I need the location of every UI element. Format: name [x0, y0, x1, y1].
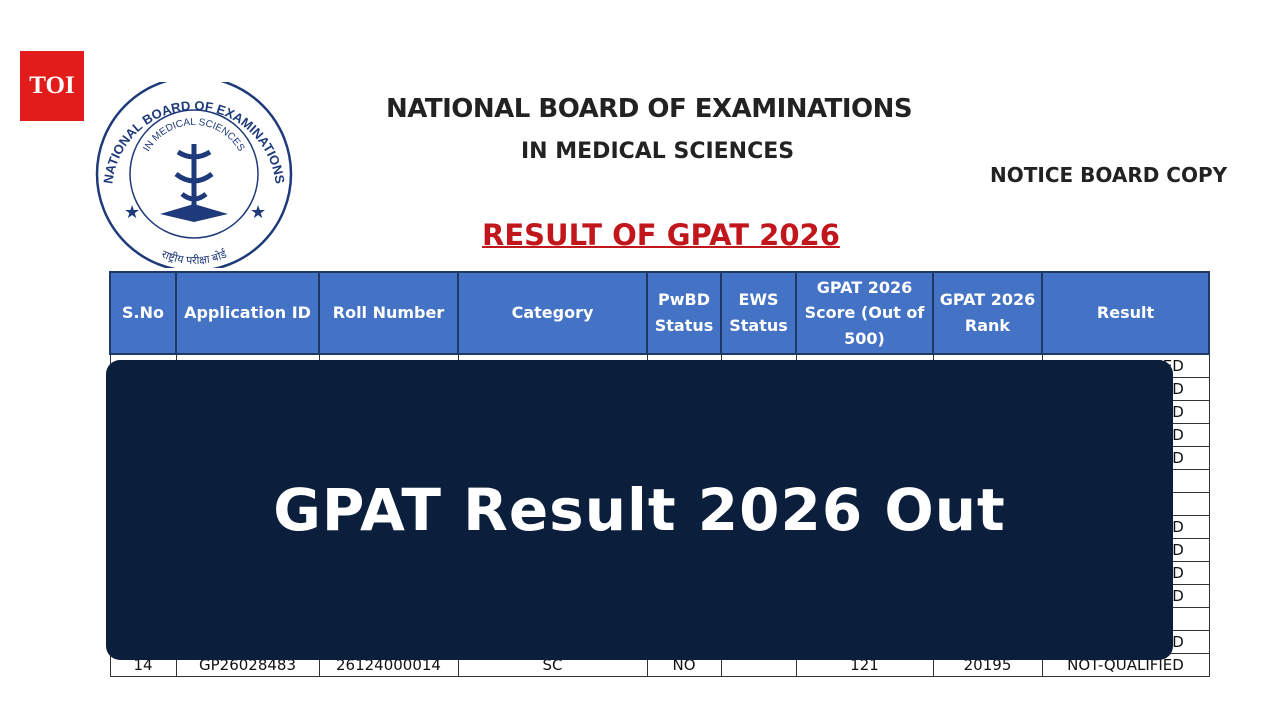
column-header: Application ID [175, 271, 320, 355]
header-title: NATIONAL BOARD OF EXAMINATIONS [386, 94, 913, 124]
emblem: NATIONAL BOARD OF EXAMINATIONS IN MEDICA… [95, 82, 293, 268]
column-header: PwBD Status [646, 271, 722, 355]
column-header: Roll Number [318, 271, 459, 355]
column-header: S.No [109, 271, 177, 355]
headline: GPAT Result 2026 Out [273, 476, 1006, 544]
toi-logo[interactable]: TOI [20, 51, 84, 121]
result-title: RESULT OF GPAT 2026 [482, 218, 840, 252]
column-header: Category [457, 271, 648, 355]
headline-banner: GPAT Result 2026 Out [106, 360, 1173, 660]
column-header: Result [1041, 271, 1210, 355]
header-row: S.No Application ID Roll Number Category PwB… [109, 271, 1210, 355]
svg-text:★: ★ [124, 202, 140, 222]
column-header: GPAT 2026 Score (Out of 500) [795, 271, 934, 355]
svg-text:★: ★ [250, 202, 266, 222]
header-subtitle: IN MEDICAL SCIENCES [521, 139, 795, 164]
notice-label: NOTICE BOARD COPY [990, 163, 1228, 187]
column-header: GPAT 2026 Rank [932, 271, 1043, 355]
emblem-hindi-text: राष्ट्रीय परीक्षा बोर्ड [160, 247, 230, 267]
column-header: EWS Status [720, 271, 797, 355]
